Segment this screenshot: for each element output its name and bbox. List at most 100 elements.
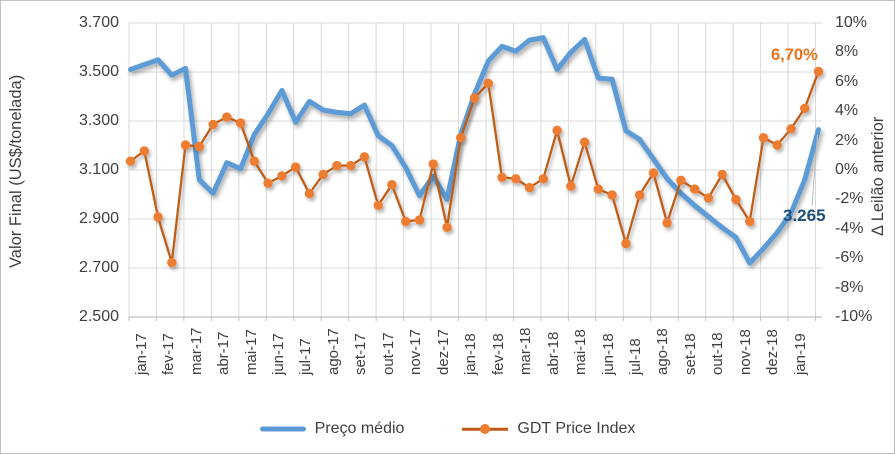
gdt-data-point-marker bbox=[180, 140, 191, 150]
gdt-data-point-marker bbox=[538, 174, 548, 184]
y-left-tick-label: 2.700 bbox=[78, 259, 119, 276]
x-tick-label: set-17 bbox=[352, 333, 370, 375]
y-right-tick-label: 4% bbox=[835, 102, 859, 120]
x-tick-label: jul-17 bbox=[297, 338, 315, 375]
x-tick-label: jun-18 bbox=[599, 333, 617, 375]
gdt-data-point-marker bbox=[607, 190, 617, 200]
y-right-tick-label: -8% bbox=[835, 278, 864, 296]
gdt-data-point-marker bbox=[208, 119, 218, 130]
x-tick-label: mar-18 bbox=[517, 327, 535, 375]
gdt-data-point-marker bbox=[731, 194, 741, 205]
y-right-tick-label: -6% bbox=[835, 249, 864, 267]
y-right-tick-label: 6% bbox=[835, 72, 859, 90]
annotation-leader-line bbox=[811, 134, 818, 207]
y-left-tick-label: 2.900 bbox=[78, 210, 119, 227]
gdt-data-point-marker bbox=[552, 125, 562, 135]
gdt-data-point-marker bbox=[579, 137, 590, 147]
gdt-data-point-marker bbox=[153, 212, 163, 222]
x-tick-label: out-18 bbox=[709, 332, 727, 375]
x-tick-label: dez-18 bbox=[764, 329, 782, 375]
gdt-data-point-marker bbox=[332, 160, 342, 171]
left-axis-title: Valor Final (US$/tonelada) bbox=[7, 74, 25, 268]
gdt-data-point-marker bbox=[758, 133, 769, 143]
y-right-tick-label: 8% bbox=[835, 43, 859, 61]
gdt-data-point-marker bbox=[290, 162, 301, 172]
y-right-tick-label: 10% bbox=[835, 14, 868, 31]
gdt-data-point-marker bbox=[125, 156, 136, 166]
y-left-tick-label: 3.100 bbox=[78, 161, 119, 178]
gdt-data-point-marker bbox=[373, 200, 383, 210]
x-tick-label: abr-18 bbox=[544, 331, 562, 375]
gdt-data-point-marker bbox=[703, 193, 714, 203]
gdt-data-point-marker bbox=[690, 184, 700, 194]
gdt-price-index-series bbox=[125, 66, 824, 268]
gdt-data-point-marker bbox=[346, 160, 356, 171]
gdt-data-point-marker bbox=[800, 103, 810, 114]
gdt-data-point-marker bbox=[483, 78, 493, 89]
x-tick-label: ago-17 bbox=[324, 328, 342, 375]
gdt-data-point-marker bbox=[469, 93, 480, 103]
gdt-data-point-marker bbox=[813, 66, 824, 77]
legend-item-preco-medio: Preço médio bbox=[259, 420, 404, 438]
gdt-data-point-marker bbox=[139, 146, 149, 156]
gdt-data-point-marker bbox=[593, 184, 603, 194]
gdt-data-point-marker bbox=[414, 215, 425, 225]
orange-line-marker-swatch bbox=[462, 423, 509, 435]
x-tick-label: jan-19 bbox=[791, 333, 809, 375]
x-tick-label: jun-17 bbox=[270, 333, 288, 375]
x-tick-label: mai-18 bbox=[572, 329, 590, 375]
gdt-data-point-marker bbox=[717, 169, 727, 180]
x-tick-label: abr-17 bbox=[215, 331, 233, 375]
gdt-data-point-marker bbox=[277, 171, 287, 181]
y-left-tick-label: 2.500 bbox=[78, 308, 119, 325]
gdt-data-point-marker bbox=[772, 140, 782, 150]
y-right-tick-label: -4% bbox=[835, 219, 864, 237]
gdt-data-point-marker bbox=[401, 216, 411, 227]
gdt-data-point-marker bbox=[387, 180, 397, 190]
gdt-data-point-marker bbox=[634, 190, 645, 200]
legend-item-gdt: GDT Price Index bbox=[462, 420, 635, 438]
x-tick-label: nov-17 bbox=[407, 329, 425, 375]
gdt-data-point-marker bbox=[648, 168, 659, 178]
x-tick-label: jan-17 bbox=[132, 333, 150, 375]
gdt-data-point-marker bbox=[263, 178, 273, 188]
y-right-tick-label: -10% bbox=[835, 308, 873, 325]
legend-label-gdt: GDT Price Index bbox=[517, 420, 636, 437]
blue-line-swatch bbox=[259, 423, 306, 435]
gdt-last-value-label: 6,70% bbox=[771, 46, 818, 64]
gdt-data-point-marker bbox=[167, 257, 177, 268]
gdt-data-point-marker bbox=[222, 112, 232, 122]
x-tick-label: mai-17 bbox=[242, 329, 260, 375]
gdt-data-point-marker bbox=[428, 159, 438, 169]
gdt-data-point-marker bbox=[511, 174, 521, 184]
x-tick-label: jul-18 bbox=[627, 338, 644, 375]
gdt-data-point-marker bbox=[524, 182, 535, 193]
x-tick-label: ago-18 bbox=[654, 328, 672, 375]
gdt-data-point-marker bbox=[359, 152, 370, 162]
gdt-data-point-marker bbox=[676, 175, 686, 185]
x-tick-label: jan-18 bbox=[462, 333, 480, 375]
y-right-tick-label: -2% bbox=[835, 190, 864, 208]
x-tick-label: dez-17 bbox=[434, 329, 452, 375]
gdt-data-point-marker bbox=[786, 124, 796, 134]
gdt-data-point-marker bbox=[442, 222, 452, 232]
x-tick-label: out-17 bbox=[379, 332, 397, 375]
gdt-data-point-marker bbox=[745, 216, 755, 227]
y-left-tick-label: 3.700 bbox=[78, 14, 119, 31]
gdt-data-point-marker bbox=[497, 172, 507, 182]
legend: Preço médio GDT Price Index bbox=[1, 414, 894, 444]
x-tick-label: set-18 bbox=[681, 333, 699, 375]
gdt-data-point-marker bbox=[249, 156, 259, 166]
y-left-tick-label: 3.300 bbox=[78, 112, 119, 129]
gdt-data-point-marker bbox=[318, 169, 328, 180]
x-tick-label: mar-17 bbox=[187, 327, 205, 375]
gdt-data-point-marker bbox=[566, 181, 576, 191]
gdt-data-point-marker bbox=[194, 141, 204, 152]
x-tick-label: fev-17 bbox=[160, 333, 178, 375]
x-tick-label: fev-18 bbox=[489, 333, 507, 375]
gdt-data-point-marker bbox=[456, 133, 466, 143]
price-last-value-label: 3.265 bbox=[783, 206, 826, 225]
y-right-tick-label: 2% bbox=[835, 131, 859, 149]
